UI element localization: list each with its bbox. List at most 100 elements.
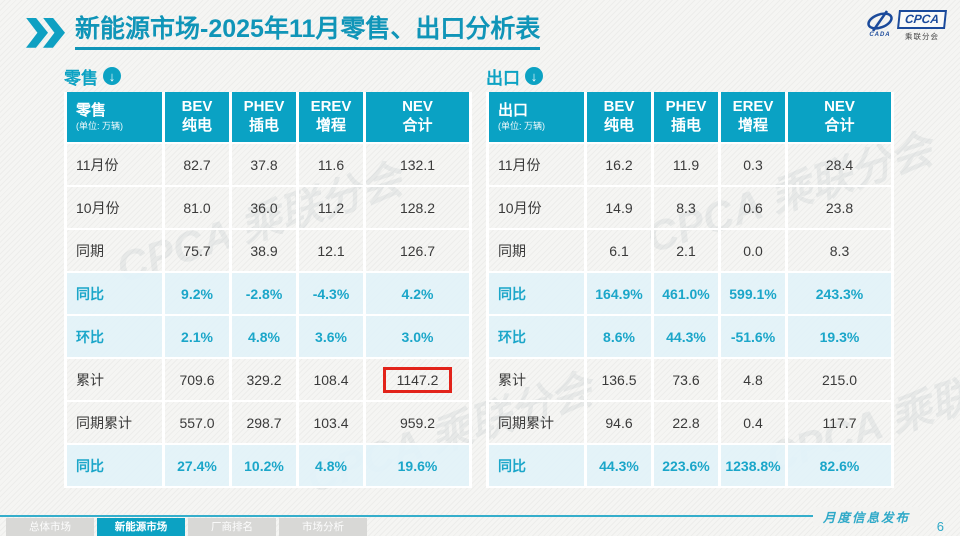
table-cell: 599.1% [719, 272, 788, 316]
row-label: 10月份 [65, 186, 165, 230]
column-header-phev: PHEV 插电 [230, 92, 299, 144]
table-row-yoy-cumulative: 同比 44.3% 223.6% 1238.8% 82.6% [487, 444, 894, 488]
table-cell: 0.3 [719, 143, 788, 187]
table-row-yoy: 同比 9.2% -2.8% -4.3% 4.2% [65, 272, 472, 316]
row-label: 11月份 [487, 143, 587, 187]
row-label: 同比 [487, 444, 587, 488]
table-cell: 75.7 [163, 229, 232, 273]
table-cell: 44.3% [585, 444, 654, 488]
table-cell: 27.4% [163, 444, 232, 488]
table-row: 同期 6.1 2.1 0.0 8.3 [487, 229, 894, 273]
export-corner-header: 出口 (单位: 万辆) [487, 92, 587, 144]
cada-label: CADA [869, 32, 891, 38]
table-cell: 4.2% [364, 272, 472, 316]
table-cell: 10.2% [230, 444, 299, 488]
table-row: 10月份 14.9 8.3 0.6 23.8 [487, 186, 894, 230]
chevron-icon [26, 17, 65, 48]
column-header-nev: NEV 合计 [786, 92, 894, 144]
table-cell: 11.6 [297, 143, 366, 187]
table-cell: 38.9 [230, 229, 299, 273]
table-row-mom: 环比 8.6% 44.3% -51.6% 19.3% [487, 315, 894, 359]
logo-subtitle: 乘联分会 [904, 32, 939, 41]
retail-panel: 零售 ↓ 零售 (单位: 万辆) BEV 纯电 PHEV 插电 EREV 增程 NEV… [64, 64, 472, 488]
table-cell: 215.0 [786, 358, 894, 402]
table-row: 10月份 81.0 36.0 11.2 128.2 [65, 186, 472, 230]
row-label: 10月份 [487, 186, 587, 230]
table-cell: 164.9% [585, 272, 654, 316]
table-cell: 108.4 [297, 358, 366, 402]
cpca-swoosh-icon [867, 10, 893, 32]
table-cell: 28.4 [786, 143, 894, 187]
export-section-label: 出口 ↓ [486, 64, 894, 88]
export-table: 出口 (单位: 万辆) BEV 纯电 PHEV 插电 EREV 增程 NEV 合计 11… [486, 92, 894, 488]
row-label: 同期 [65, 229, 165, 273]
row-label: 同比 [487, 272, 587, 316]
table-cell: 4.8 [719, 358, 788, 402]
table-cell: 8.3 [786, 229, 894, 273]
table-cell: 461.0% [652, 272, 721, 316]
tab-nev-market[interactable]: 新能源市场 [97, 518, 185, 536]
row-label: 累计 [65, 358, 165, 402]
tab-overall-market[interactable]: 总体市场 [6, 518, 94, 536]
table-cell: 223.6% [652, 444, 721, 488]
table-cell: 126.7 [364, 229, 472, 273]
table-cell: 12.1 [297, 229, 366, 273]
table-cell: -51.6% [719, 315, 788, 359]
column-header-bev: BEV 纯电 [163, 92, 232, 144]
table-cell: 73.6 [652, 358, 721, 402]
table-cell: 298.7 [230, 401, 299, 445]
column-header-bev: BEV 纯电 [585, 92, 654, 144]
table-cell: 22.8 [652, 401, 721, 445]
row-label: 同比 [65, 272, 165, 316]
table-cell: 1238.8% [719, 444, 788, 488]
down-arrow-icon: ↓ [103, 67, 121, 85]
column-header-nev: NEV 合计 [364, 92, 472, 144]
page-title: 新能源市场-2025年11月零售、出口分析表 [75, 15, 541, 50]
table-cell: 16.2 [585, 143, 654, 187]
row-label: 同比 [65, 444, 165, 488]
column-header-erev: EREV 增程 [719, 92, 788, 144]
table-row: 同期 75.7 38.9 12.1 126.7 [65, 229, 472, 273]
page-title-detail: -2025年11月零售、出口分析表 [200, 15, 541, 43]
row-label: 同期 [487, 229, 587, 273]
table-cell: 3.6% [297, 315, 366, 359]
header: 新能源市场-2025年11月零售、出口分析表 [26, 15, 541, 50]
table-cell: 44.3% [652, 315, 721, 359]
table-row-cumulative: 累计 709.6 329.2 108.4 1147.2 [65, 358, 472, 402]
export-panel: 出口 ↓ 出口 (单位: 万辆) BEV 纯电 PHEV 插电 EREV 增程 NEV… [486, 64, 894, 488]
table-cell: 4.8% [297, 444, 366, 488]
row-label: 11月份 [65, 143, 165, 187]
table-row-yoy: 同比 164.9% 461.0% 599.1% 243.3% [487, 272, 894, 316]
table-cell: 557.0 [163, 401, 232, 445]
table-cell: 136.5 [585, 358, 654, 402]
table-cell: 37.8 [230, 143, 299, 187]
table-cell: 8.6% [585, 315, 654, 359]
table-row: 11月份 16.2 11.9 0.3 28.4 [487, 143, 894, 187]
retail-section-label: 零售 ↓ [64, 64, 472, 88]
table-row-mom: 环比 2.1% 4.8% 3.6% 3.0% [65, 315, 472, 359]
table-cell: 82.6% [786, 444, 894, 488]
page-title-market: 新能源市场 [75, 15, 201, 43]
table-cell: -2.8% [230, 272, 299, 316]
cpca-label: CPCA [896, 10, 947, 29]
table-cell: 19.3% [786, 315, 894, 359]
table-row-yoy-cumulative: 同比 27.4% 10.2% 4.8% 19.6% [65, 444, 472, 488]
row-label: 同期累计 [487, 401, 587, 445]
table-cell: 959.2 [364, 401, 472, 445]
publish-label: 月度信息发布 [812, 507, 920, 526]
tab-manufacturer-ranking[interactable]: 厂商排名 [188, 518, 276, 536]
table-cell: 81.0 [163, 186, 232, 230]
tab-market-analysis[interactable]: 市场分析 [279, 518, 367, 536]
column-header-erev: EREV 增程 [297, 92, 366, 144]
table-cell: 14.9 [585, 186, 654, 230]
row-label: 环比 [487, 315, 587, 359]
table-cell: 2.1% [163, 315, 232, 359]
export-header-row: 出口 (单位: 万辆) BEV 纯电 PHEV 插电 EREV 增程 NEV 合计 [487, 92, 894, 144]
table-cell: 82.7 [163, 143, 232, 187]
column-header-phev: PHEV 插电 [652, 92, 721, 144]
table-row-cumulative: 累计 136.5 73.6 4.8 215.0 [487, 358, 894, 402]
table-cell: 4.8% [230, 315, 299, 359]
table-cell: 0.4 [719, 401, 788, 445]
table-cell: 11.2 [297, 186, 366, 230]
table-cell: 1147.2 [364, 358, 472, 402]
